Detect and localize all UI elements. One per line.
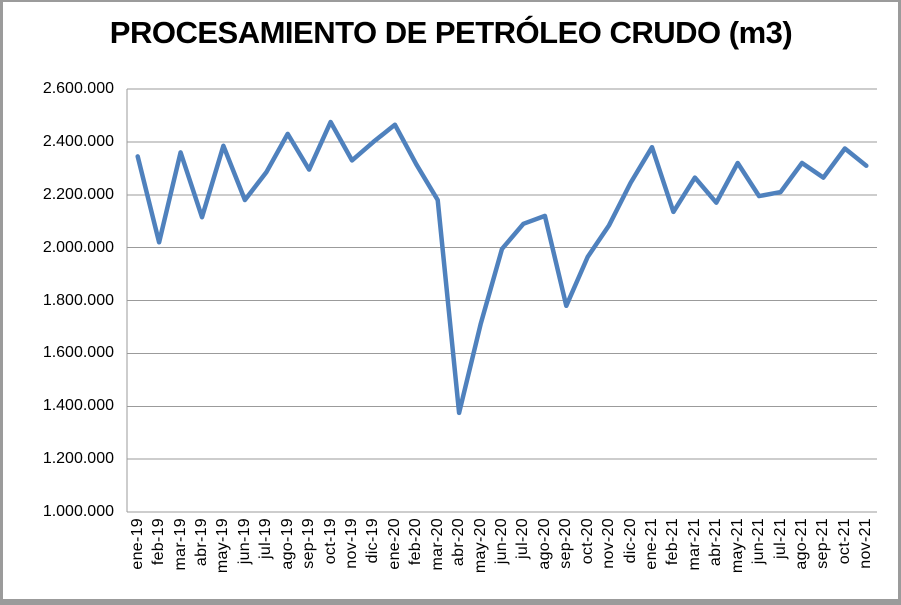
y-axis-tick-label: 2.200.000 <box>42 185 114 203</box>
x-axis-label: ago-21 <box>793 518 810 570</box>
x-axis-label: jul-19 <box>257 518 275 559</box>
x-axis-label: may-19 <box>214 518 232 574</box>
y-axis-tick-label: 1.600.000 <box>42 344 114 362</box>
x-axis-label: jul-21 <box>771 518 789 559</box>
y-axis-tick-label: 2.400.000 <box>42 132 114 150</box>
x-axis-label: oct-19 <box>321 518 339 565</box>
x-axis-label: feb-19 <box>150 518 168 566</box>
x-axis-label: jun-21 <box>750 518 768 565</box>
x-axis-label: may-20 <box>471 518 489 574</box>
x-axis-label: nov-21 <box>857 518 875 569</box>
x-axis-label: feb-21 <box>664 518 682 566</box>
y-axis-tick-label: 2.600.000 <box>42 80 114 97</box>
x-axis-label: may-21 <box>728 518 746 574</box>
x-axis-label: sep-20 <box>557 518 575 569</box>
x-axis-label: nov-20 <box>600 518 618 569</box>
x-axis-label: nov-19 <box>343 518 360 569</box>
x-axis-label: ene-21 <box>643 518 660 570</box>
x-axis-label: sep-21 <box>814 518 832 569</box>
x-axis-label: mar-20 <box>428 518 446 571</box>
x-axis-label: ene-19 <box>128 518 146 570</box>
y-axis-tick-label: 1.800.000 <box>42 291 114 309</box>
x-axis-label: feb-20 <box>407 518 425 566</box>
x-axis-label: oct-21 <box>835 518 853 565</box>
y-axis-tick-label: 1.400.000 <box>42 397 114 415</box>
line-chart-svg <box>126 88 877 513</box>
x-axis-label: ago-19 <box>278 518 296 570</box>
data-series-line <box>135 119 869 416</box>
y-axis-tick-label: 1.000.000 <box>42 503 114 520</box>
x-axis-label: mar-19 <box>171 518 189 571</box>
x-axis-label: sep-19 <box>300 518 318 569</box>
x-axis-label: abr-20 <box>450 518 468 567</box>
x-axis-label: dic-20 <box>621 518 639 564</box>
chart-title: PROCESAMIENTO DE PETRÓLEO CRUDO (m3) <box>109 15 793 50</box>
x-axis-label: jun-20 <box>493 518 510 565</box>
x-axis-label: jul-20 <box>514 518 532 559</box>
x-axis-label: ago-20 <box>535 518 553 570</box>
x-axis-label: mar-21 <box>685 518 703 571</box>
x-axis-label: jun-19 <box>235 518 253 565</box>
x-axis-label: abr-19 <box>193 518 210 567</box>
x-axis-label: dic-19 <box>364 518 382 564</box>
y-axis-tick-label: 2.000.000 <box>42 238 114 256</box>
x-axis-label: oct-20 <box>578 518 596 565</box>
x-axis-label: ene-20 <box>385 518 403 570</box>
y-axis-tick-label: 1.200.000 <box>42 450 114 468</box>
x-axis-label: abr-21 <box>707 518 725 567</box>
